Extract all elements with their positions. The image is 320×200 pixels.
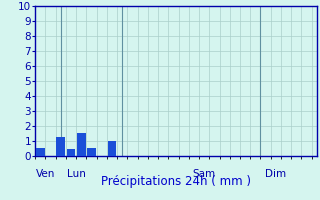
- Text: Ven: Ven: [36, 169, 55, 179]
- Text: Dim: Dim: [265, 169, 286, 179]
- Bar: [108, 141, 116, 156]
- Bar: [36, 148, 45, 156]
- Bar: [56, 137, 65, 156]
- Bar: [67, 149, 76, 156]
- Bar: [87, 148, 96, 156]
- Bar: [77, 133, 86, 156]
- X-axis label: Précipitations 24h ( mm ): Précipitations 24h ( mm ): [101, 175, 251, 188]
- Text: Lun: Lun: [67, 169, 85, 179]
- Text: Sam: Sam: [193, 169, 216, 179]
